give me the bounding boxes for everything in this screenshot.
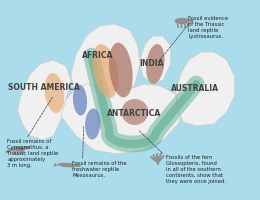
Ellipse shape [12, 146, 26, 152]
Polygon shape [61, 84, 183, 154]
Ellipse shape [58, 163, 77, 167]
Ellipse shape [73, 85, 87, 115]
Polygon shape [71, 24, 140, 104]
Ellipse shape [121, 99, 148, 125]
Ellipse shape [85, 109, 100, 139]
Ellipse shape [146, 44, 165, 84]
Polygon shape [176, 52, 235, 126]
Ellipse shape [23, 146, 30, 149]
Text: Fossil evidence
of the Triassic
land reptile
Lystrosaurus.: Fossil evidence of the Triassic land rep… [188, 16, 229, 39]
Polygon shape [17, 60, 71, 140]
Ellipse shape [45, 73, 64, 113]
Text: Fossils of the fern
Glossopteris, found
in all of the southern
continents, show : Fossils of the fern Glossopteris, found … [166, 155, 225, 184]
Polygon shape [140, 36, 171, 84]
Ellipse shape [187, 19, 194, 23]
Polygon shape [54, 163, 58, 167]
Text: AFRICA: AFRICA [82, 51, 114, 60]
Ellipse shape [174, 18, 190, 24]
Text: SOUTH AMERICA: SOUTH AMERICA [8, 83, 80, 92]
Ellipse shape [73, 164, 81, 167]
Ellipse shape [93, 44, 119, 98]
Text: ANTARCTICA: ANTARCTICA [107, 108, 161, 117]
Text: Fossil remains of the
freshwater reptile
Mesosaurus.: Fossil remains of the freshwater reptile… [72, 161, 127, 178]
Text: Fossil remains of
Cynognathus, a
Triassic land reptile
approximately
3 m long.: Fossil remains of Cynognathus, a Triassi… [7, 139, 58, 168]
Ellipse shape [109, 43, 133, 97]
Text: AUSTRALIA: AUSTRALIA [171, 84, 219, 93]
Text: INDIA: INDIA [139, 58, 164, 68]
